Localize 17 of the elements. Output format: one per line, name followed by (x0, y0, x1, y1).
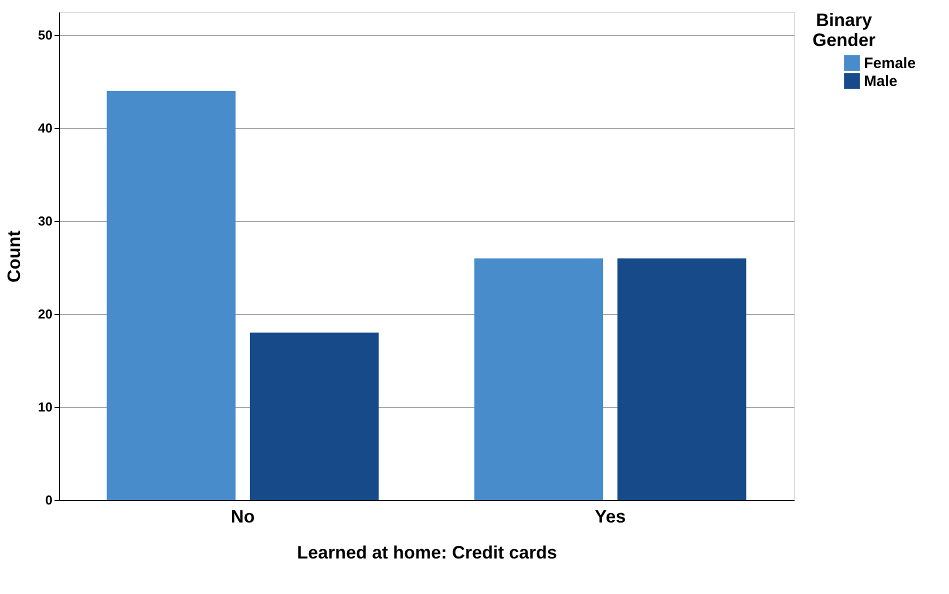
y-tick-label: 40 (38, 120, 52, 136)
y-tick-label: 30 (38, 214, 52, 229)
bar (250, 332, 379, 500)
y-tick-label: 10 (38, 400, 52, 415)
bar (106, 91, 236, 500)
y-tick-label: 50 (38, 28, 52, 43)
legend-title: Binary Gender (812, 10, 876, 50)
legend-label: Male (864, 73, 898, 90)
bar (617, 258, 746, 500)
x-tick-label: No (230, 506, 255, 526)
y-tick-label: 0 (45, 492, 52, 508)
x-tick-label: Yes (594, 506, 626, 526)
y-axis-title: Count (4, 230, 24, 282)
y-tick-label: 20 (38, 306, 52, 322)
x-axis-title: Learned at home: Credit cards (296, 542, 558, 562)
bar (474, 258, 604, 500)
legend-label: Female (864, 55, 916, 72)
